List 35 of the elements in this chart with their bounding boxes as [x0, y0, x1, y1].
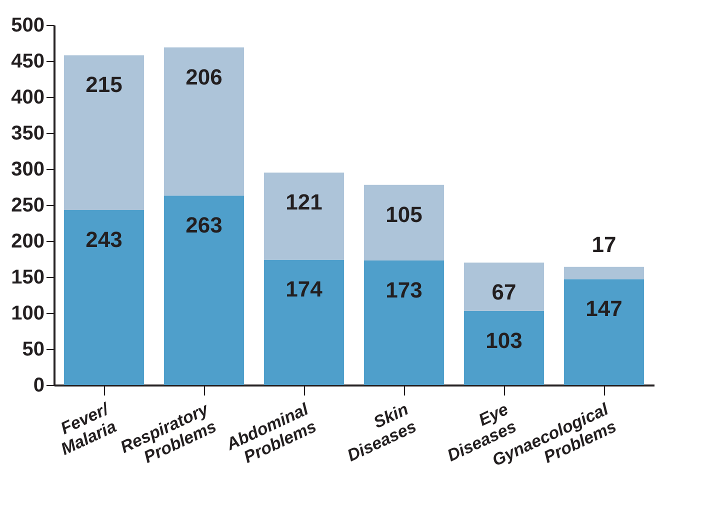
bar [64, 210, 144, 385]
y-tick-label: 200 [11, 230, 44, 252]
data-label: 173 [386, 277, 422, 302]
data-label: 147 [586, 296, 622, 322]
y-tick-label: 350 [11, 122, 44, 144]
y-tick-label: 450 [11, 50, 44, 72]
data-label: 215 [86, 72, 122, 98]
bar [564, 279, 644, 385]
y-tick-label: 0 [33, 374, 44, 396]
bar [364, 260, 444, 385]
y-tick-label: 400 [11, 86, 44, 108]
bar [264, 260, 344, 385]
bar [464, 262, 544, 311]
data-label: 17 [592, 232, 616, 257]
y-tick-label: 150 [11, 266, 44, 288]
y-tick-label: 50 [22, 338, 44, 360]
data-label: 243 [86, 227, 122, 252]
data-label: 174 [286, 276, 324, 302]
bar [564, 266, 644, 280]
y-tick-label: 300 [11, 158, 44, 180]
bar [464, 310, 544, 385]
bar [164, 196, 244, 385]
data-label: 121 [286, 190, 322, 215]
bar [64, 55, 144, 210]
data-label: 105 [386, 202, 422, 227]
bar [364, 184, 444, 260]
y-tick-label: 100 [11, 302, 44, 324]
bar [264, 172, 344, 260]
data-label: 67 [492, 280, 516, 305]
y-tick-label: 250 [11, 194, 44, 216]
y-tick-label: 500 [11, 14, 44, 36]
data-label: 103 [486, 328, 522, 353]
bar [164, 47, 244, 196]
data-label: 263 [186, 212, 222, 238]
data-label: 206 [186, 64, 222, 90]
